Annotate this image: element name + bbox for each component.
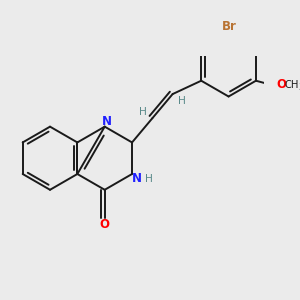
Text: O: O — [100, 218, 110, 231]
Text: H: H — [139, 107, 147, 117]
Text: H: H — [145, 174, 153, 184]
Text: Br: Br — [222, 20, 237, 33]
Text: N: N — [132, 172, 142, 185]
Text: H: H — [178, 96, 186, 106]
Text: CH: CH — [285, 80, 299, 90]
Text: N: N — [102, 115, 112, 128]
Text: O: O — [276, 79, 286, 92]
Text: 3: 3 — [298, 83, 300, 92]
